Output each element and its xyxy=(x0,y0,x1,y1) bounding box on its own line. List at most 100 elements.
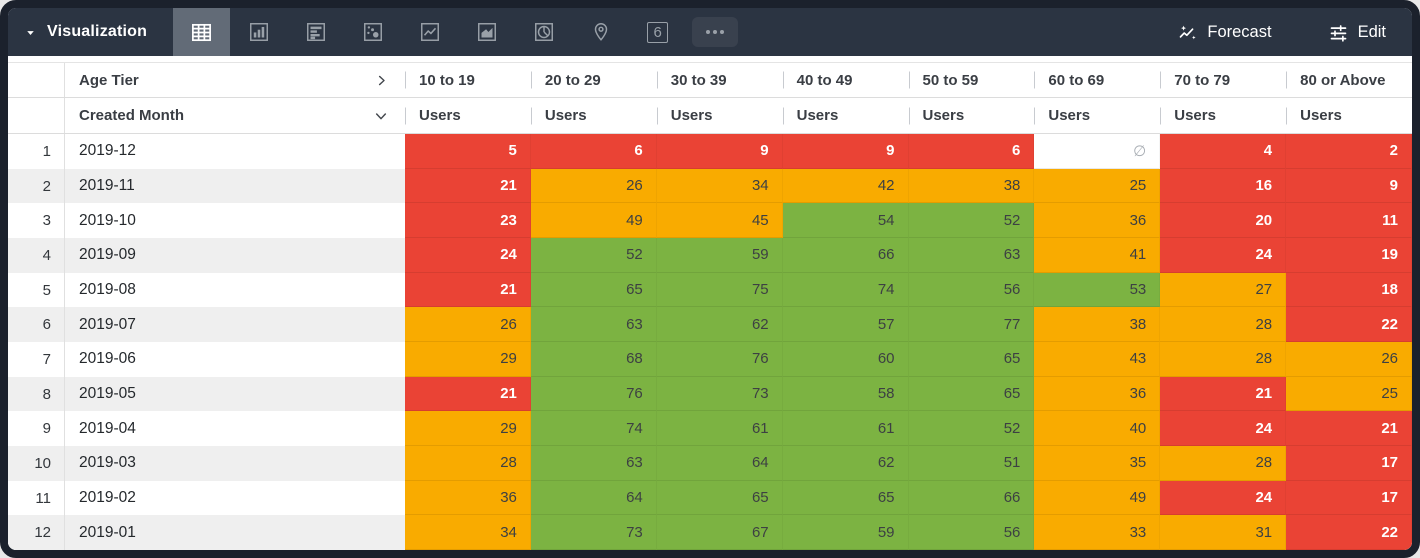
value-cell[interactable]: 24 xyxy=(1160,411,1287,447)
value-cell[interactable]: 66 xyxy=(782,238,909,273)
measure-header-1[interactable]: Users xyxy=(531,98,657,133)
column-header-3[interactable]: 40 to 49 xyxy=(783,63,909,97)
row-dimension-header[interactable]: Created Month xyxy=(65,98,405,133)
measure-header-7[interactable]: Users xyxy=(1286,98,1412,133)
value-cell[interactable]: 52 xyxy=(908,411,1035,447)
measure-header-2[interactable]: Users xyxy=(657,98,783,133)
value-cell[interactable]: 38 xyxy=(908,168,1035,204)
value-cell[interactable]: 52 xyxy=(530,238,657,273)
month-cell[interactable]: 2019-02 xyxy=(65,481,405,516)
value-cell[interactable]: 64 xyxy=(530,480,657,516)
value-cell[interactable]: 56 xyxy=(908,515,1035,550)
value-cell[interactable]: 29 xyxy=(405,411,531,447)
value-cell[interactable]: 9 xyxy=(656,134,783,169)
value-cell[interactable]: 6 xyxy=(530,134,657,169)
month-cell[interactable]: 2019-03 xyxy=(65,446,405,481)
value-cell[interactable]: 22 xyxy=(1286,307,1412,343)
value-cell[interactable]: 63 xyxy=(530,307,657,343)
value-cell[interactable]: 21 xyxy=(1286,411,1412,447)
value-cell[interactable]: 51 xyxy=(908,446,1035,481)
value-cell[interactable]: 73 xyxy=(530,515,657,550)
pivot-dimension-header[interactable]: Age Tier xyxy=(65,63,405,97)
value-cell[interactable]: 5 xyxy=(405,134,531,169)
value-cell[interactable]: 9 xyxy=(782,134,909,169)
value-cell[interactable]: 28 xyxy=(1160,307,1287,343)
column-header-1[interactable]: 20 to 29 xyxy=(531,63,657,97)
measure-header-6[interactable]: Users xyxy=(1160,98,1286,133)
value-cell[interactable]: 64 xyxy=(656,446,783,481)
value-cell[interactable]: 33 xyxy=(1034,515,1161,550)
value-cell[interactable]: 76 xyxy=(530,376,657,412)
column-chart-viz-button[interactable] xyxy=(230,8,287,56)
value-cell[interactable]: 31 xyxy=(1160,515,1287,550)
value-cell[interactable]: 28 xyxy=(1160,446,1287,481)
value-cell[interactable]: 61 xyxy=(656,411,783,447)
value-cell[interactable]: 63 xyxy=(908,238,1035,273)
column-header-4[interactable]: 50 to 59 xyxy=(909,63,1035,97)
value-cell[interactable]: 61 xyxy=(782,411,909,447)
value-cell[interactable]: 68 xyxy=(530,342,657,377)
value-cell[interactable]: 21 xyxy=(405,272,531,308)
table-viz-button[interactable] xyxy=(173,8,231,56)
month-cell[interactable]: 2019-04 xyxy=(65,411,405,446)
month-cell[interactable]: 2019-10 xyxy=(65,203,405,238)
value-cell[interactable]: 65 xyxy=(656,480,783,516)
pie-chart-viz-button[interactable] xyxy=(515,8,572,56)
value-cell[interactable]: 52 xyxy=(908,203,1035,239)
value-cell[interactable]: 53 xyxy=(1034,272,1161,308)
measure-header-3[interactable]: Users xyxy=(783,98,909,133)
value-cell[interactable]: 42 xyxy=(782,168,909,204)
value-cell[interactable]: 62 xyxy=(656,307,783,343)
value-cell[interactable]: 40 xyxy=(1034,411,1161,447)
value-cell[interactable]: 26 xyxy=(1286,342,1412,377)
value-cell[interactable]: 24 xyxy=(405,238,531,273)
value-cell[interactable]: 59 xyxy=(656,238,783,273)
value-cell[interactable]: ∅ xyxy=(1034,134,1161,169)
value-cell[interactable]: 74 xyxy=(530,411,657,447)
value-cell[interactable]: 21 xyxy=(1160,376,1287,412)
value-cell[interactable]: 9 xyxy=(1286,168,1412,204)
edit-button[interactable]: Edit xyxy=(1318,8,1396,56)
visualization-dropdown[interactable]: Visualization xyxy=(8,8,173,56)
value-cell[interactable]: 36 xyxy=(1034,376,1161,412)
value-cell[interactable]: 11 xyxy=(1286,203,1412,239)
value-cell[interactable]: 18 xyxy=(1286,272,1412,308)
value-cell[interactable]: 34 xyxy=(656,168,783,204)
value-cell[interactable]: 20 xyxy=(1160,203,1287,239)
value-cell[interactable]: 24 xyxy=(1160,238,1287,273)
value-cell[interactable]: 24 xyxy=(1160,480,1287,516)
month-cell[interactable]: 2019-12 xyxy=(65,134,405,169)
line-chart-viz-button[interactable] xyxy=(401,8,458,56)
value-cell[interactable]: 21 xyxy=(405,376,531,412)
month-cell[interactable]: 2019-06 xyxy=(65,342,405,377)
bar-chart-viz-button[interactable] xyxy=(287,8,344,56)
value-cell[interactable]: 38 xyxy=(1034,307,1161,343)
column-header-7[interactable]: 80 or Above xyxy=(1286,63,1412,97)
month-cell[interactable]: 2019-01 xyxy=(65,515,405,550)
value-cell[interactable]: 65 xyxy=(782,480,909,516)
value-cell[interactable]: 21 xyxy=(405,168,531,204)
value-cell[interactable]: 67 xyxy=(656,515,783,550)
value-cell[interactable]: 77 xyxy=(908,307,1035,343)
value-cell[interactable]: 58 xyxy=(782,376,909,412)
value-cell[interactable]: 57 xyxy=(782,307,909,343)
value-cell[interactable]: 16 xyxy=(1160,168,1287,204)
value-cell[interactable]: 29 xyxy=(405,342,531,377)
value-cell[interactable]: 23 xyxy=(405,203,531,239)
forecast-button[interactable]: Forecast xyxy=(1167,8,1281,56)
value-cell[interactable]: 35 xyxy=(1034,446,1161,481)
value-cell[interactable]: 49 xyxy=(1034,480,1161,516)
map-viz-button[interactable] xyxy=(572,8,629,56)
value-cell[interactable]: 6 xyxy=(908,134,1035,169)
value-cell[interactable]: 28 xyxy=(1160,342,1287,377)
measure-header-4[interactable]: Users xyxy=(909,98,1035,133)
value-cell[interactable]: 74 xyxy=(782,272,909,308)
value-cell[interactable]: 65 xyxy=(908,376,1035,412)
single-value-viz-button[interactable]: 6 xyxy=(629,8,686,56)
value-cell[interactable]: 56 xyxy=(908,272,1035,308)
more-viz-button[interactable] xyxy=(686,8,743,56)
value-cell[interactable]: 41 xyxy=(1034,238,1161,273)
value-cell[interactable]: 62 xyxy=(782,446,909,481)
measure-header-5[interactable]: Users xyxy=(1034,98,1160,133)
value-cell[interactable]: 73 xyxy=(656,376,783,412)
